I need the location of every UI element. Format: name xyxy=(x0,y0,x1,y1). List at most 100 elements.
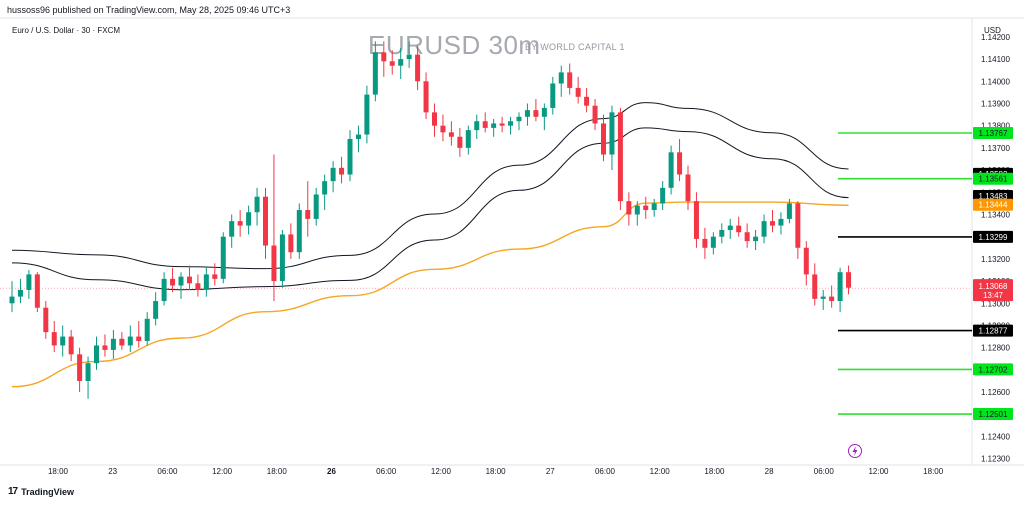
candle-body[interactable] xyxy=(212,274,218,279)
candle-body[interactable] xyxy=(820,296,826,299)
candle-body[interactable] xyxy=(753,236,759,242)
candle-body[interactable] xyxy=(170,278,176,286)
candle-body[interactable] xyxy=(770,221,775,226)
candle-body[interactable] xyxy=(634,205,640,215)
candle-body[interactable] xyxy=(685,174,691,202)
candle-body[interactable] xyxy=(550,83,556,108)
candle-body[interactable] xyxy=(220,236,226,279)
candle-body[interactable] xyxy=(567,72,573,88)
candle-body[interactable] xyxy=(305,210,311,219)
candle-body[interactable] xyxy=(778,218,784,226)
candle-body[interactable] xyxy=(609,112,615,155)
tradingview-logo[interactable]: 17 TradingView xyxy=(8,486,74,497)
candle-body[interactable] xyxy=(786,203,792,219)
candle-body[interactable] xyxy=(246,212,252,226)
candle-body[interactable] xyxy=(516,116,522,122)
candle-body[interactable] xyxy=(322,181,328,195)
candle-body[interactable] xyxy=(812,274,818,299)
candle-body[interactable] xyxy=(279,234,285,282)
candle-body[interactable] xyxy=(355,134,361,139)
candle-body[interactable] xyxy=(296,210,302,253)
candle-body[interactable] xyxy=(575,87,581,97)
candle-body[interactable] xyxy=(584,96,590,106)
candle-body[interactable] xyxy=(17,289,23,297)
candle-body[interactable] xyxy=(601,123,606,155)
candle-body[interactable] xyxy=(313,194,319,219)
candle-body[interactable] xyxy=(617,112,623,202)
candle-body[interactable] xyxy=(381,52,387,62)
candle-body[interactable] xyxy=(136,336,142,342)
candle-body[interactable] xyxy=(482,121,488,128)
candle-body[interactable] xyxy=(406,54,412,60)
candle-body[interactable] xyxy=(34,274,40,308)
candle-body[interactable] xyxy=(398,59,404,66)
candle-body[interactable] xyxy=(558,72,564,84)
candle-body[interactable] xyxy=(68,336,74,355)
candle-body[interactable] xyxy=(127,336,133,346)
candle-body[interactable] xyxy=(229,221,235,237)
candle-body[interactable] xyxy=(508,121,514,126)
candle-body[interactable] xyxy=(457,136,463,148)
candle-body[interactable] xyxy=(440,125,446,133)
candle-body[interactable] xyxy=(94,345,99,364)
candle-body[interactable] xyxy=(795,203,801,248)
candle-body[interactable] xyxy=(660,187,666,204)
candle-body[interactable] xyxy=(364,94,370,135)
candle-body[interactable] xyxy=(761,221,767,237)
candle-body[interactable] xyxy=(347,138,353,175)
candle-body[interactable] xyxy=(85,363,91,381)
candle-body[interactable] xyxy=(524,110,530,117)
candle-body[interactable] xyxy=(144,318,150,342)
candle-body[interactable] xyxy=(643,205,649,211)
candle-body[interactable] xyxy=(271,245,277,282)
candle-body[interactable] xyxy=(491,123,497,128)
candle-body[interactable] xyxy=(339,167,345,175)
candle-body[interactable] xyxy=(846,272,852,288)
candle-body[interactable] xyxy=(736,225,742,233)
candle-body[interactable] xyxy=(837,272,843,302)
candle-body[interactable] xyxy=(60,336,66,346)
candle-body[interactable] xyxy=(719,230,725,237)
candle-body[interactable] xyxy=(592,105,598,124)
candle-body[interactable] xyxy=(744,232,750,242)
candle-body[interactable] xyxy=(254,196,260,213)
candle-body[interactable] xyxy=(43,307,49,333)
candle-body[interactable] xyxy=(203,274,209,290)
candle-body[interactable] xyxy=(161,278,167,302)
candle-body[interactable] xyxy=(499,123,505,126)
candle-body[interactable] xyxy=(110,338,116,350)
candle-body[interactable] xyxy=(263,196,268,246)
candle-body[interactable] xyxy=(702,238,708,248)
candle-body[interactable] xyxy=(710,236,716,248)
candle-body[interactable] xyxy=(668,152,674,188)
candle-body[interactable] xyxy=(693,201,699,239)
candle-body[interactable] xyxy=(626,201,632,215)
candle-body[interactable] xyxy=(288,234,294,253)
candle-body[interactable] xyxy=(803,247,809,275)
candle-body[interactable] xyxy=(119,338,125,346)
candle-body[interactable] xyxy=(474,121,480,131)
candle-body[interactable] xyxy=(186,276,192,284)
candle-body[interactable] xyxy=(9,296,15,304)
candle-body[interactable] xyxy=(372,52,378,95)
candle-body[interactable] xyxy=(415,54,421,82)
candle-body[interactable] xyxy=(26,274,32,290)
candle-body[interactable] xyxy=(153,301,159,319)
candle-body[interactable] xyxy=(389,61,395,66)
candle-body[interactable] xyxy=(651,203,657,211)
candle-body[interactable] xyxy=(727,225,733,231)
candle-body[interactable] xyxy=(195,283,201,290)
candle-body[interactable] xyxy=(77,354,83,381)
candle-body[interactable] xyxy=(541,107,547,117)
candle-body[interactable] xyxy=(677,152,683,175)
candle-body[interactable] xyxy=(330,167,336,182)
candle-body[interactable] xyxy=(829,296,835,302)
candle-body[interactable] xyxy=(51,332,57,346)
candle-body[interactable] xyxy=(533,110,539,117)
candle-body[interactable] xyxy=(178,276,184,286)
candle-body[interactable] xyxy=(102,345,108,350)
candle-body[interactable] xyxy=(432,112,437,126)
candle-body[interactable] xyxy=(423,81,429,113)
candle-body[interactable] xyxy=(448,132,454,137)
